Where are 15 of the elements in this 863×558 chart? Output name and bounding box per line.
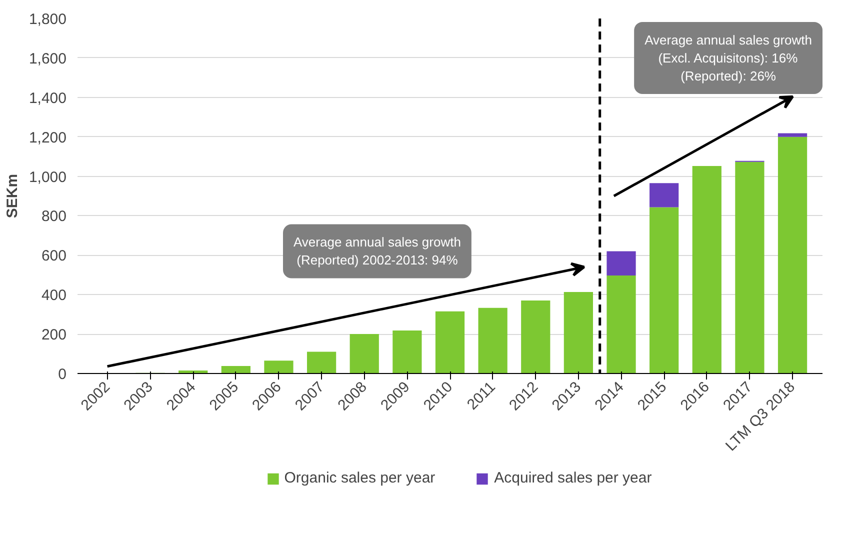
- y-tick-label: 800: [41, 208, 67, 226]
- legend-label: Acquired sales per year: [494, 470, 652, 486]
- y-tick-label: 600: [41, 248, 67, 265]
- y-axis-title: SEKm: [4, 174, 21, 218]
- y-tick-label: 400: [41, 287, 67, 304]
- y-tick-label: 1,400: [28, 90, 67, 107]
- annotation: Average annual sales growth (Reported) 2002-2013: 94%: [294, 234, 461, 268]
- y-tick-label: 200: [41, 326, 67, 344]
- y-tick-label: 1,200: [28, 129, 67, 146]
- annotation: Average annual sales growth (Excl. Acquisitons): 16% (Reported): 26%: [644, 32, 812, 84]
- y-tick-label: 1,800: [28, 11, 67, 28]
- legend-label: Organic sales per year: [284, 470, 436, 486]
- y-tick-label: 1,600: [28, 50, 67, 68]
- y-tick-label: 0: [58, 366, 66, 383]
- y-tick-label: 1,000: [28, 168, 67, 186]
